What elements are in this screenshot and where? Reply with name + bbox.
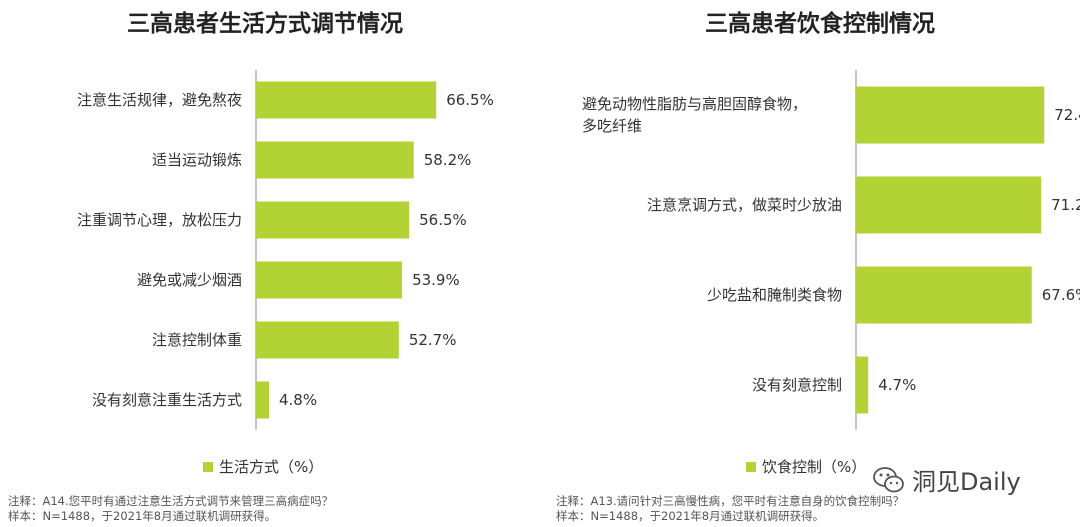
bar [856, 356, 869, 414]
category-label: 没有刻意注重生活方式 [92, 391, 242, 409]
bar [256, 201, 410, 239]
diet-chart-plot: 72.4% 避免动物性脂肪与高胆固醇食物， 多吃纤维 71.2% 注意烹调方式，做菜时少… [582, 70, 1080, 430]
category-label: 注意控制体重 [152, 331, 242, 349]
value-label: 4.8% [279, 391, 317, 409]
value-label: 58.2% [424, 151, 472, 169]
footnote-question: 注释：A13.请问针对三高慢性病，您平时有注意自身的饮食控制吗？ [556, 494, 905, 508]
value-label: 52.7% [409, 331, 457, 349]
bar [256, 321, 399, 359]
footnote-question: 注释：A14.您平时有通过注意生活方式调节来管理三高病症吗？ [8, 494, 334, 508]
bar [256, 141, 414, 179]
category-label: 没有刻意控制 [752, 376, 842, 394]
watermark-text: 洞见Daily [912, 468, 1021, 496]
legend-label: 饮食控制（%） [762, 458, 867, 476]
watermark: 洞见Daily [872, 462, 1021, 497]
chart-title: 三高患者饮食控制情况 [705, 11, 935, 37]
category-label: 少吃盐和腌制类食物 [707, 286, 842, 304]
value-label: 71.2% [1051, 196, 1080, 214]
category-label: 注重调节心理，放松压力 [77, 211, 242, 229]
bar [256, 261, 403, 299]
category-label: 注意烹调方式，做菜时少放油 [647, 196, 842, 214]
bar [256, 381, 270, 419]
category-label: 适当运动锻炼 [152, 151, 242, 169]
footnote: 注释：A14.您平时有通过注意生活方式调节来管理三高病症吗？ 样本：N=1488… [8, 494, 333, 524]
legend-label: 生活方式（%） [219, 458, 324, 476]
bar [856, 266, 1032, 324]
wechat-icon [873, 466, 904, 492]
value-label: 72.4% [1054, 106, 1080, 124]
legend: 生活方式（%） [203, 456, 323, 477]
bar [856, 176, 1042, 234]
legend-swatch [203, 461, 213, 472]
legend: 饮食控制（%） [746, 456, 866, 477]
category-label: 避免或减少烟酒 [137, 271, 242, 289]
value-label: 67.6% [1042, 286, 1080, 304]
category-label: 注意生活规律，避免熬夜 [77, 91, 242, 109]
diet-chart: 三高患者饮食控制情况 72.4% 避免动物性脂肪与高胆固醇食物， 多吃纤维 71.2%… [540, 0, 1080, 527]
bar [256, 81, 437, 119]
lifestyle-chart-plot: 66.5% 注意生活规律，避免熬夜 58.2% 适当运动锻炼 56.5% 注重调节心理，放… [77, 70, 494, 430]
value-label: 53.9% [412, 271, 460, 289]
category-label: 避免动物性脂肪与高胆固醇食物， [582, 95, 807, 113]
chart-title: 三高患者生活方式调节情况 [127, 11, 403, 37]
value-label: 56.5% [419, 211, 467, 229]
bar [856, 86, 1045, 144]
footnote-sample: 样本：N=1488，于2021年8月通过联机调研获得。 [8, 509, 277, 523]
value-label: 66.5% [446, 91, 494, 109]
category-label: 多吃纤维 [582, 117, 642, 135]
legend-swatch [746, 461, 756, 472]
footnote: 注释：A13.请问针对三高慢性病，您平时有注意自身的饮食控制吗？ 样本：N=14… [556, 494, 904, 524]
footnote-sample: 样本：N=1488，于2021年8月通过联机调研获得。 [556, 509, 825, 523]
value-label: 4.7% [878, 376, 916, 394]
lifestyle-chart: 三高患者生活方式调节情况 66.5% 注意生活规律，避免熬夜 58.2% 适当运动锻炼… [8, 11, 494, 524]
